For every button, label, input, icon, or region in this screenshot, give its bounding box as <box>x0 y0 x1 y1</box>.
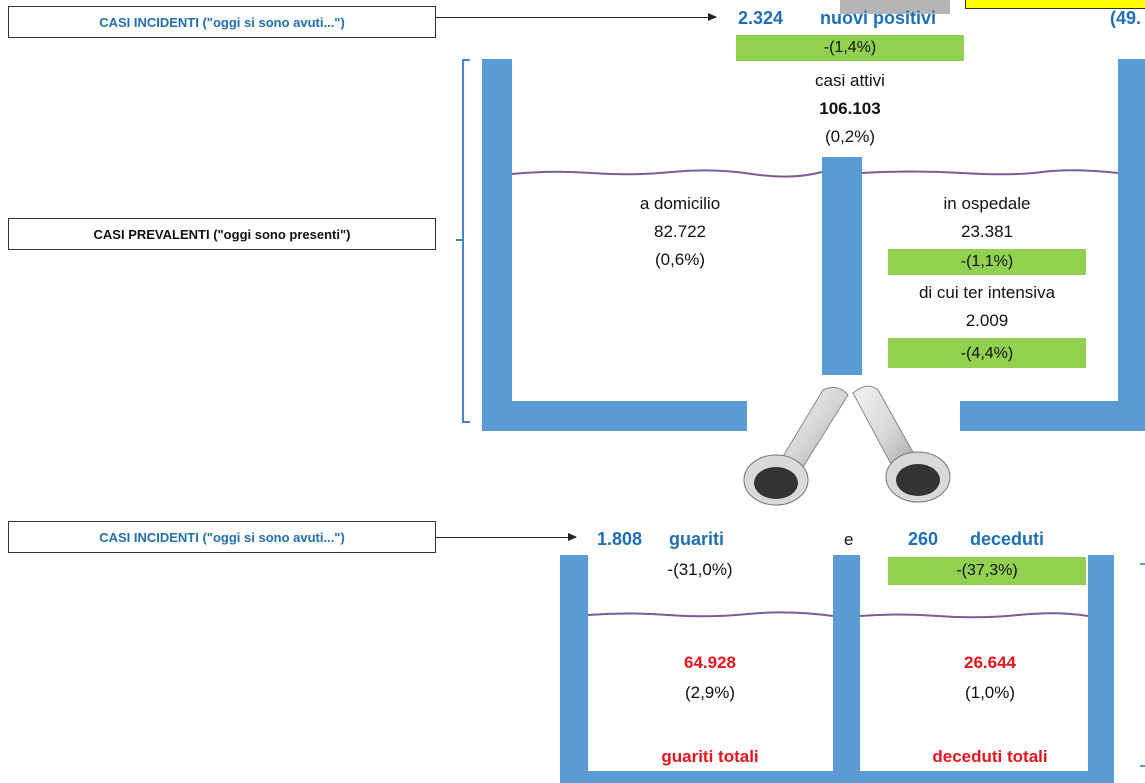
active-label: casi attivi <box>815 71 885 90</box>
active-value: 106.103 <box>819 99 881 118</box>
arrow-top <box>436 13 717 21</box>
top-yellow-shape <box>965 0 1145 9</box>
deaths-change: -(37,3%) <box>888 557 1086 585</box>
icu-change: -(4,4%) <box>888 338 1086 368</box>
recovered-total-label: guariti totali <box>661 747 759 766</box>
icu-label: di cui ter intensiva <box>918 283 1056 302</box>
tank-wall-bottom-left <box>482 401 747 431</box>
right-edge-tick-1 <box>1140 563 1145 565</box>
prevalent-bracket <box>462 59 470 423</box>
home-value: 82.722 <box>654 222 706 241</box>
tank-wall-left <box>482 59 512 431</box>
lower-wall-middle <box>833 555 860 783</box>
deaths-value: 260 <box>908 529 939 549</box>
water-surface-lower <box>588 611 1088 619</box>
deaths-total-change: (1,0%) <box>964 683 1016 702</box>
tank-divider <box>822 157 862 375</box>
active-change: (0,2%) <box>824 127 876 146</box>
water-surface-upper <box>512 169 1118 178</box>
icu-value: 2.009 <box>965 311 1009 330</box>
top-gray-shape <box>840 0 950 14</box>
new-positive-label: nuovi positivi <box>820 8 937 28</box>
deaths-label: deceduti <box>970 529 1045 549</box>
tank-wall-right <box>1118 59 1145 431</box>
lower-wall-bottom <box>560 771 1114 783</box>
new-positive-change: -(1,4%) <box>736 35 964 61</box>
connector-e: e <box>844 530 854 549</box>
bracket-tick <box>456 239 462 241</box>
deaths-total-label: deceduti totali <box>932 747 1048 766</box>
partial-right-value: (49. <box>1110 8 1142 28</box>
recovered-label: guariti <box>669 529 725 549</box>
recovered-total-change: (2,9%) <box>684 683 736 702</box>
incident-label-top: CASI INCIDENTI ("oggi si sono avuti...") <box>8 6 436 38</box>
incident-label-bottom: CASI INCIDENTI ("oggi si sono avuti...") <box>8 521 436 553</box>
deaths-total: 26.644 <box>964 653 1016 672</box>
prevalent-label: CASI PREVALENTI ("oggi sono presenti") <box>8 218 436 250</box>
recovered-total: 64.928 <box>684 653 736 672</box>
home-label: a domicilio <box>639 194 721 213</box>
home-change: (0,6%) <box>654 250 706 269</box>
arrow-bottom <box>436 533 577 541</box>
new-positive-value: 2.324 <box>738 8 784 28</box>
hospital-label: in ospedale <box>943 194 1031 213</box>
lower-wall-right <box>1088 555 1114 783</box>
drain-pipes-image <box>743 385 951 506</box>
hospital-change: -(1,1%) <box>888 249 1086 275</box>
hospital-value: 23.381 <box>961 222 1013 241</box>
right-edge-tick-2 <box>1140 765 1145 767</box>
recovered-change: -(31,0%) <box>667 560 733 579</box>
recovered-value: 1.808 <box>597 529 643 549</box>
lower-wall-left <box>560 555 588 783</box>
tank-wall-bottom-right <box>960 401 1145 431</box>
